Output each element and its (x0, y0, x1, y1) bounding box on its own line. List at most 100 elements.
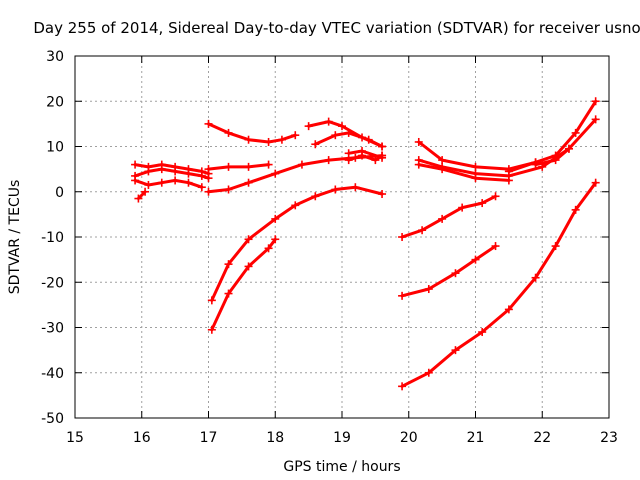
series-arc-r (531, 144, 573, 169)
data-point (224, 162, 233, 171)
series-arc-m (344, 147, 387, 162)
data-point (371, 156, 380, 165)
data-point (271, 235, 280, 244)
series-line (136, 190, 147, 200)
data-point (157, 178, 166, 187)
data-point (131, 176, 140, 185)
data-point (171, 176, 180, 185)
data-point (244, 135, 253, 144)
x-tick-label: 19 (333, 430, 351, 446)
data-point (378, 190, 387, 199)
axis-ticks: 15 16 17 18 19 20 21 22 23 -50 -40 -30 -20 -10 0 10 20 30 (41, 49, 618, 446)
data-point (438, 214, 447, 223)
y-tick-label: 30 (46, 49, 64, 65)
data-point (564, 144, 573, 153)
y-tick-label: -20 (41, 275, 64, 291)
data-point (338, 122, 346, 131)
series-line (207, 163, 271, 171)
data-point (331, 131, 340, 140)
data-point (451, 346, 460, 355)
x-tick-label: 21 (467, 430, 485, 446)
data-point (424, 368, 433, 377)
series-arc-s (398, 192, 500, 241)
data-point (207, 296, 216, 305)
y-tick-label: -30 (41, 321, 64, 337)
y-tick-label: -50 (41, 411, 64, 427)
series-line (210, 237, 277, 332)
data-point (324, 156, 333, 165)
data-point (324, 117, 333, 126)
data-point (141, 187, 150, 196)
data-point (551, 242, 560, 251)
data-point (478, 328, 487, 337)
data-point (378, 153, 387, 162)
data-point (244, 162, 253, 171)
x-tick-label: 22 (533, 430, 551, 446)
data-point (504, 176, 513, 185)
data-point (224, 260, 233, 269)
data-point (344, 156, 353, 165)
data-point (244, 178, 253, 187)
data-point (398, 291, 407, 300)
data-point (277, 135, 286, 144)
x-tick-label: 18 (266, 430, 284, 446)
data-point (378, 142, 387, 151)
data-point (264, 244, 273, 253)
grid (75, 56, 609, 418)
data-point (491, 192, 500, 201)
series-line (417, 163, 511, 182)
data-point (134, 194, 143, 203)
data-point (204, 119, 213, 128)
data-point (458, 203, 467, 212)
y-tick-label: 0 (55, 185, 64, 201)
data-point (224, 128, 233, 137)
data-point (197, 183, 206, 192)
data-point (264, 160, 273, 169)
chart-title: Day 255 of 2014, Sidereal Day-to-day VTE… (33, 19, 640, 37)
x-tick-label: 15 (66, 430, 84, 446)
series-arc-q (504, 97, 600, 176)
data-point (504, 305, 513, 314)
y-axis-label: SDTVAR / TECUs (7, 180, 23, 295)
data-point (478, 199, 487, 208)
data-point (271, 214, 280, 223)
series-arc-f (204, 160, 273, 174)
series-line (133, 178, 204, 189)
x-tick-label: 20 (400, 430, 418, 446)
series-line (400, 244, 497, 298)
data-point (471, 162, 480, 171)
series-arc-p (414, 160, 513, 185)
data-point (591, 97, 600, 106)
series-line (400, 194, 497, 239)
data-point (571, 205, 580, 214)
data-point (157, 165, 166, 174)
data-point (184, 178, 193, 187)
data-point (438, 156, 447, 165)
data-point (224, 289, 233, 298)
data-layer (131, 97, 600, 391)
data-point (414, 160, 423, 169)
data-point (504, 167, 513, 176)
data-point (144, 180, 153, 189)
series-arc-h (207, 183, 387, 305)
data-point (424, 285, 433, 294)
series-arc-e (204, 119, 300, 146)
data-point (184, 169, 193, 178)
y-tick-label: -10 (41, 230, 64, 246)
data-point (451, 269, 460, 278)
series-arc-b (131, 165, 213, 183)
data-point (311, 140, 320, 149)
data-point (171, 167, 180, 176)
data-point (311, 192, 320, 201)
series-arc-u (398, 178, 600, 391)
data-point (531, 160, 540, 169)
series-arc-d (134, 187, 150, 203)
x-tick-label: 23 (600, 430, 618, 446)
data-point (551, 156, 560, 165)
data-point (591, 178, 600, 187)
data-point (351, 183, 360, 192)
series-arc-k (311, 128, 387, 151)
data-point (204, 165, 213, 174)
series-arc-i (207, 235, 280, 334)
